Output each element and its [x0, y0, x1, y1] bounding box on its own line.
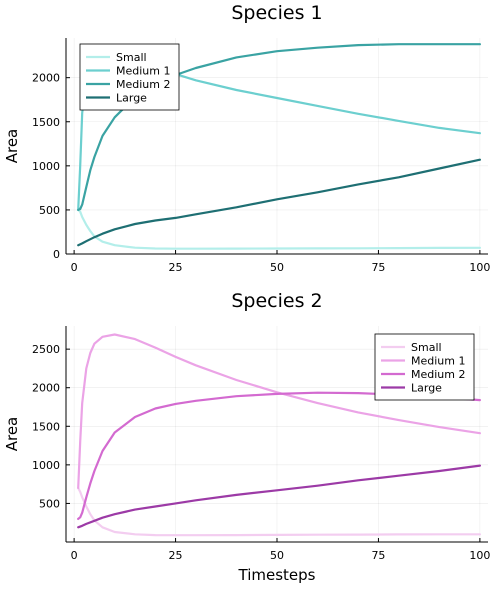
y-tick-label: 2000	[32, 72, 60, 85]
legend-entry: Large	[116, 92, 147, 105]
x-tick-label: 100	[469, 549, 490, 562]
series-line-large	[77, 464, 481, 529]
x-tick-label: 25	[169, 549, 183, 562]
x-tick-label: 0	[71, 549, 78, 562]
x-tick-label: 100	[469, 261, 490, 274]
x-axis-label: Timesteps	[238, 566, 316, 584]
x-tick-label: 25	[169, 261, 183, 274]
series-line-small	[77, 208, 481, 250]
y-tick-label: 500	[39, 204, 60, 217]
chart-title: Species 1	[231, 2, 322, 24]
x-tick-label: 75	[371, 261, 385, 274]
y-tick-label: 1500	[32, 116, 60, 129]
series-line-large	[77, 158, 481, 247]
legend-entry: Medium 1	[116, 65, 170, 78]
y-tick-label: 1500	[32, 420, 60, 433]
legend-box	[374, 333, 475, 401]
legend-entry: Small	[411, 341, 442, 354]
series-line-small	[77, 486, 481, 537]
x-tick-label: 0	[71, 261, 78, 274]
legend-box	[79, 43, 180, 111]
legend-entry: Medium 2	[411, 368, 465, 381]
chart-panel-2: 0 25 50 75 100 500 1000 1500 2000 2500 Species 2 Ar…	[3, 290, 490, 584]
y-tick-label: 500	[39, 497, 60, 510]
y-axis-label: Area	[3, 129, 21, 164]
legend-entry: Medium 1	[411, 355, 465, 368]
y-tick-label: 1000	[32, 160, 60, 173]
chart-title: Species 2	[231, 290, 322, 312]
legend-entry: Small	[116, 51, 147, 64]
y-axis-label: Area	[3, 417, 21, 452]
x-tick-label: 50	[270, 549, 284, 562]
series-line-medium-2	[77, 391, 481, 520]
y-tick-label: 1000	[32, 459, 60, 472]
series-line-medium-1	[77, 333, 481, 490]
y-tick-label: 2500	[32, 343, 60, 356]
y-tick-label: 0	[53, 248, 60, 261]
legend-entry: Large	[411, 382, 442, 395]
x-tick-label: 50	[270, 261, 284, 274]
x-tick-label: 75	[371, 549, 385, 562]
legend-entry: Medium 2	[116, 78, 170, 91]
y-tick-label: 2000	[32, 382, 60, 395]
